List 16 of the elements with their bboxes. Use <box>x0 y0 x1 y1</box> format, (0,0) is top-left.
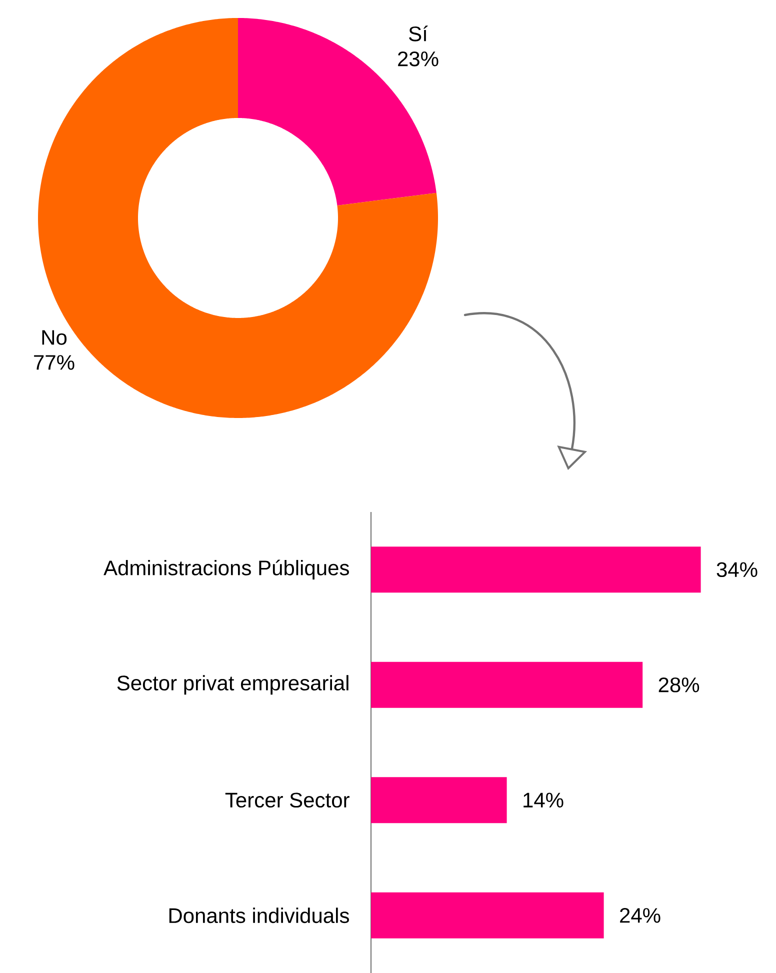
y-tick-label: Sector privat empresarial <box>117 675 348 695</box>
bar <box>370 662 643 708</box>
data-label: 77% <box>34 355 74 370</box>
slice-label: Sí <box>409 26 428 42</box>
y-tick-label: Donants individuals <box>169 908 349 924</box>
data-label: 34% <box>716 562 758 578</box>
data-label: 28% <box>658 677 700 692</box>
y-tick-label: Tercer Sector <box>225 792 350 808</box>
slice-label: No <box>42 330 67 345</box>
data-label: 14% <box>524 792 564 808</box>
y-tick-label: Administracions Públiques <box>104 560 349 580</box>
bar <box>370 546 701 593</box>
data-label: 24% <box>620 908 660 923</box>
data-label: 23% <box>398 51 438 66</box>
bar <box>370 777 507 824</box>
bar <box>370 892 604 938</box>
